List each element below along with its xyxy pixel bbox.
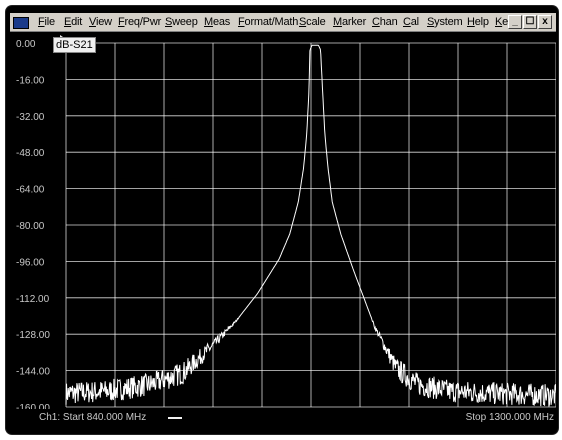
plot-area[interactable]: 0.00 -16.00 -32.00 -48.00 -64.00 -80.00 -96.00…	[12, 33, 556, 426]
menu-system[interactable]: System	[427, 16, 463, 28]
start-frequency: Ch1: Start 840.000 MHz	[39, 412, 147, 423]
window-controls: _ ☐ x	[508, 15, 552, 29]
close-button[interactable]: x	[538, 15, 552, 29]
menu-cal[interactable]: Cal	[403, 16, 419, 28]
y-tick-label: -96.00	[16, 257, 45, 268]
y-tick-label: -80.00	[16, 221, 45, 232]
y-tick-label: -64.00	[16, 185, 45, 196]
trace-label[interactable]: dB-S21	[53, 37, 96, 53]
y-tick-label: -16.00	[16, 75, 45, 86]
y-tick-label: 0.00	[16, 39, 36, 50]
menu-view[interactable]: View	[89, 16, 112, 28]
menu-freq-pwr[interactable]: Freq/Pwr	[118, 16, 162, 28]
trace-indicator-icon	[168, 417, 182, 419]
menu-help[interactable]: Help	[467, 16, 489, 28]
y-tick-label: -144.00	[16, 367, 50, 378]
y-tick-label: -112.00	[16, 294, 50, 305]
s21-chart: 0.00 -16.00 -32.00 -48.00 -64.00 -80.00 -96.00…	[16, 35, 556, 414]
y-tick-label: -160.00	[16, 403, 50, 414]
menu-marker[interactable]: Marker	[333, 16, 367, 28]
y-tick-label: -128.00	[16, 330, 50, 341]
menu-bar: File Edit View Freq/Pwr Sweep Meas Forma…	[10, 13, 556, 32]
stop-frequency: Stop 1300.000 MHz	[465, 412, 554, 423]
menu-format-math[interactable]: Format/Math	[238, 16, 299, 28]
y-tick-label: -48.00	[16, 148, 45, 159]
menu-edit[interactable]: Edit	[64, 16, 83, 28]
menu-sweep[interactable]: Sweep	[165, 16, 198, 28]
minimize-button[interactable]: _	[508, 15, 522, 29]
menu-chan[interactable]: Chan	[372, 16, 398, 28]
series-line-s21	[65, 44, 556, 407]
menu-meas[interactable]: Meas	[204, 16, 231, 28]
y-tick-label: -32.00	[16, 112, 45, 123]
menu-scale[interactable]: Scale	[299, 16, 326, 28]
status-bar: Ch1: Start 840.000 MHz Stop 1300.000 MHz	[12, 409, 556, 426]
menu-file[interactable]: File	[38, 16, 55, 28]
app-icon[interactable]	[13, 17, 29, 29]
restore-button[interactable]: ☐	[523, 15, 537, 29]
